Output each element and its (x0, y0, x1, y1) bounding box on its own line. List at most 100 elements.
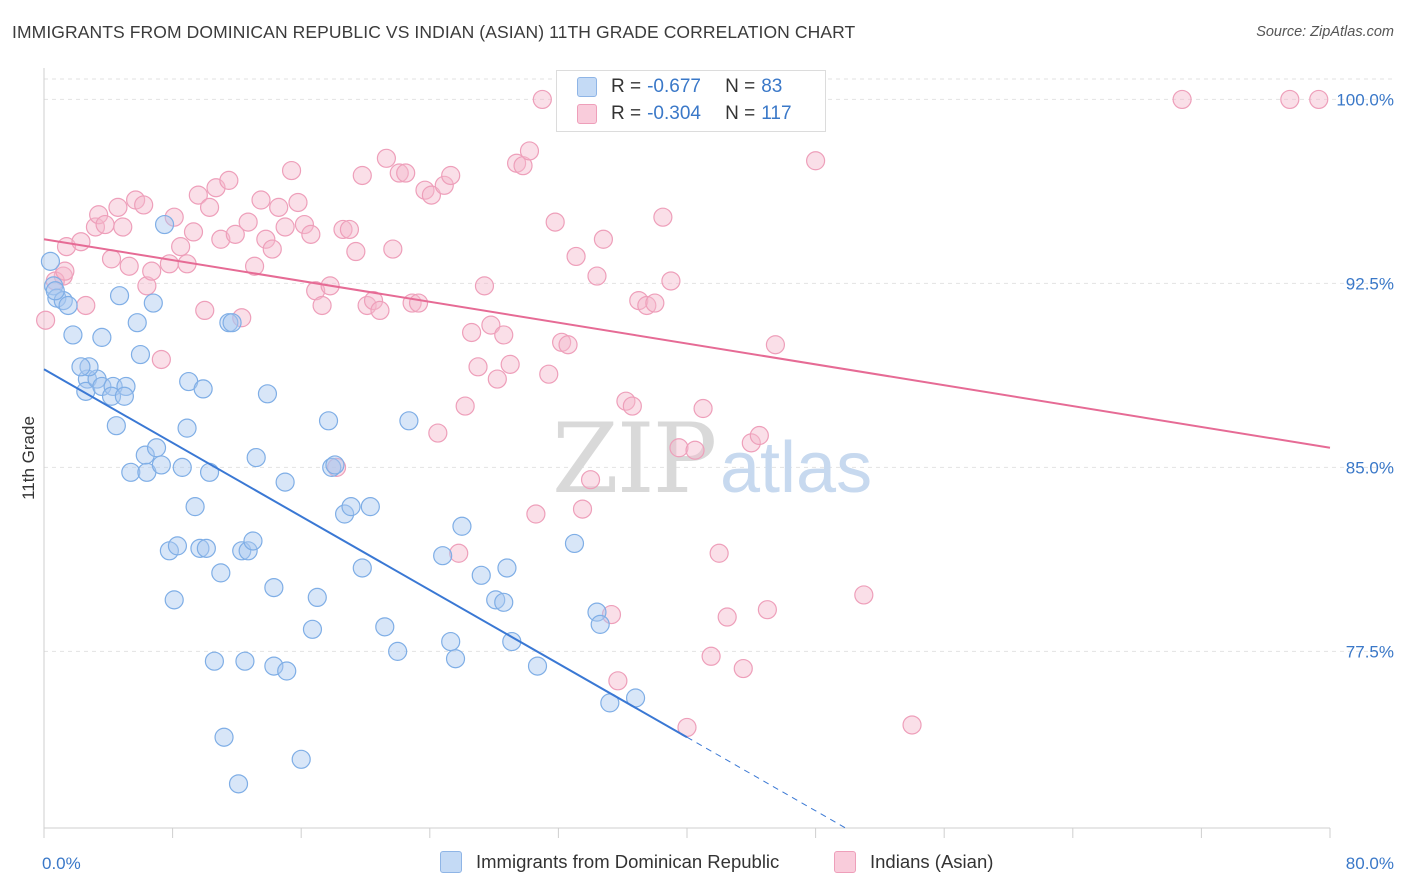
data-point-indians (312, 295, 332, 316)
data-point-indians (616, 391, 636, 411)
data-point-dominican (71, 357, 91, 377)
data-point-dominican (185, 497, 205, 517)
data-point-dominican (154, 214, 175, 235)
data-point-indians (622, 396, 642, 416)
data-point-dominican (177, 418, 197, 438)
data-point-indians (76, 295, 96, 316)
data-point-dominican (433, 546, 453, 566)
data-point-indians (415, 180, 435, 200)
data-point-dominican (277, 661, 297, 681)
data-point-dominican (275, 472, 295, 492)
data-point-dominican (471, 565, 491, 585)
y-axis-label: 11th Grade (19, 416, 38, 500)
data-point-indians (333, 219, 353, 240)
data-point-dominican (121, 462, 141, 482)
data-point-indians (262, 239, 282, 259)
data-point-indians (494, 325, 514, 345)
data-point-indians (188, 185, 208, 205)
legend-row-dominican: R = -0.677 N = 83 (577, 74, 782, 100)
data-point-indians (545, 212, 565, 232)
data-point-dominican (204, 651, 224, 671)
data-point-dominican (352, 558, 372, 578)
data-point-indians (608, 671, 628, 691)
data-point-dominican (238, 541, 258, 561)
chart-title: IMMIGRANTS FROM DOMINICAN REPUBLIC VS IN… (12, 22, 856, 42)
data-point-dominican (172, 457, 192, 477)
data-point-dominican (587, 602, 607, 622)
data-point-indians (151, 349, 171, 370)
data-point-indians (301, 224, 321, 244)
data-point-dominican (322, 457, 342, 477)
data-point-indians (142, 261, 162, 281)
data-point-indians (95, 214, 115, 235)
legend-swatch-pink (577, 104, 597, 124)
data-point-indians (741, 433, 761, 453)
data-point-indians (219, 170, 239, 190)
data-point-indians (339, 219, 360, 240)
data-point-indians (357, 295, 377, 316)
data-point-indians (539, 364, 559, 384)
data-point-dominican (58, 295, 78, 316)
data-point-indians (71, 232, 91, 252)
data-point-indians (281, 160, 302, 181)
data-point-dominican (109, 286, 130, 306)
legend-r-label: R = (611, 103, 642, 124)
data-point-indians (749, 425, 769, 446)
x-tick-label-max: 80.0% (1346, 854, 1394, 873)
data-point-dominican (135, 445, 155, 465)
data-point-indians (854, 585, 874, 605)
data-point-indians (587, 266, 607, 286)
data-point-indians (244, 256, 265, 276)
data-point-dominican (564, 533, 585, 554)
data-point-dominican (302, 619, 323, 639)
data-point-dominican (264, 577, 284, 598)
axes (43, 68, 1331, 838)
data-point-dominican (497, 558, 517, 578)
data-point-indians (558, 335, 578, 355)
data-point-indians (396, 163, 416, 183)
data-point-indians (428, 423, 448, 443)
data-point-indians (709, 543, 729, 563)
trend-line-dominican-extension (686, 736, 848, 830)
data-point-dominican (318, 411, 339, 431)
data-point-indians (389, 163, 409, 183)
data-point-indians (36, 310, 56, 330)
data-point-indians (1172, 89, 1192, 110)
trend-line-dominican (43, 368, 688, 739)
data-point-dominican (127, 313, 147, 333)
data-point-indians (434, 175, 454, 195)
data-point-indians (580, 470, 601, 490)
data-point-dominican (199, 462, 220, 482)
data-point-indians (421, 185, 442, 205)
data-point-dominican (445, 649, 466, 669)
series-dominican-republic (40, 214, 646, 794)
data-point-dominican (63, 325, 83, 345)
data-point-indians (119, 256, 139, 276)
series-legend: Immigrants from Dominican Republic India… (0, 851, 1406, 877)
data-point-indians (113, 217, 133, 237)
data-point-indians (294, 214, 315, 235)
data-point-dominican (190, 538, 210, 558)
watermark: ZIP atlas (552, 403, 872, 515)
y-tick-label: 85.0% (1346, 458, 1394, 477)
data-point-dominican (228, 774, 249, 794)
data-point-indians (733, 658, 753, 679)
data-point-indians (108, 197, 128, 217)
data-point-dominican (114, 386, 134, 406)
data-point-dominican (106, 416, 126, 436)
data-point-indians (645, 293, 665, 313)
watermark-atlas: atlas (720, 428, 872, 508)
data-point-dominican (527, 656, 548, 676)
data-point-indians (693, 398, 713, 419)
trend-line-indians (43, 238, 1331, 449)
data-point-dominican (335, 504, 355, 524)
legend-r-label: R = (611, 76, 642, 97)
grid (44, 78, 1394, 652)
data-point-dominican (167, 536, 188, 556)
data-point-dominican (116, 376, 136, 397)
data-point-indians (526, 504, 546, 524)
data-point-dominican (388, 641, 408, 661)
correlation-legend: R = -0.677 N = 83 R = -0.304 N = 117 (556, 70, 826, 132)
legend-item-dominican: Immigrants from Dominican Republic (440, 851, 779, 873)
data-point-indians (1280, 89, 1300, 110)
